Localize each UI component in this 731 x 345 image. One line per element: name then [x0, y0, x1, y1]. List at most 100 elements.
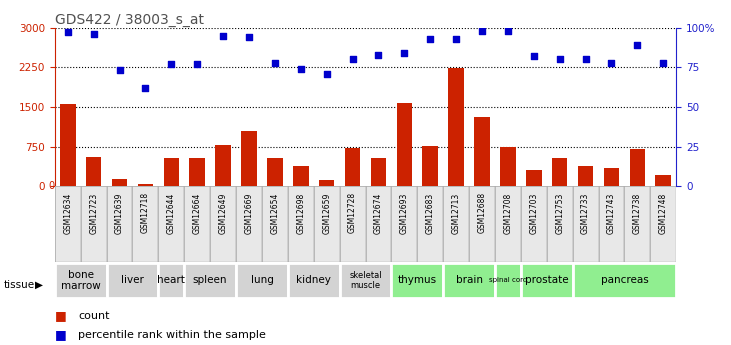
Bar — [314, 186, 340, 262]
Text: 0: 0 — [49, 181, 55, 191]
Bar — [443, 263, 495, 298]
Bar — [132, 186, 159, 262]
Bar — [417, 186, 443, 262]
Text: GSM12733: GSM12733 — [581, 193, 590, 234]
Point — [192, 61, 203, 67]
Text: GSM12683: GSM12683 — [425, 193, 435, 234]
Bar — [319, 180, 334, 186]
Bar — [86, 157, 102, 186]
Text: spleen: spleen — [193, 275, 227, 285]
Bar — [107, 263, 159, 298]
Bar — [391, 186, 417, 262]
Point — [88, 31, 99, 37]
Bar — [495, 263, 520, 298]
Point — [632, 42, 643, 48]
Text: thymus: thymus — [398, 275, 437, 285]
Text: GSM12753: GSM12753 — [555, 193, 564, 234]
Text: GSM12634: GSM12634 — [64, 193, 72, 234]
Point — [165, 61, 177, 67]
Point — [425, 36, 436, 41]
Point — [62, 30, 74, 35]
Bar — [552, 158, 567, 186]
Point — [114, 68, 126, 73]
Text: GSM12674: GSM12674 — [374, 193, 383, 234]
Text: lung: lung — [251, 275, 273, 285]
Bar — [547, 186, 572, 262]
Text: GSM12698: GSM12698 — [296, 193, 306, 234]
Bar — [345, 148, 360, 186]
Point — [580, 57, 591, 62]
Text: GSM12644: GSM12644 — [167, 193, 176, 234]
Bar — [448, 68, 464, 186]
Bar — [624, 186, 651, 262]
Text: GSM12659: GSM12659 — [322, 193, 331, 234]
Bar — [396, 103, 412, 186]
Text: GSM12708: GSM12708 — [504, 193, 512, 234]
Bar — [159, 263, 184, 298]
Bar — [500, 147, 515, 186]
Bar — [55, 186, 80, 262]
Bar — [55, 263, 107, 298]
Text: count: count — [78, 311, 110, 321]
Bar — [526, 170, 542, 186]
Text: GSM12738: GSM12738 — [633, 193, 642, 234]
Bar — [469, 186, 495, 262]
Bar — [629, 149, 645, 186]
Point — [657, 60, 669, 65]
Bar — [495, 186, 520, 262]
Text: GSM12639: GSM12639 — [115, 193, 124, 234]
Bar — [107, 186, 132, 262]
Text: prostate: prostate — [525, 275, 569, 285]
Bar — [651, 186, 676, 262]
Bar — [211, 186, 236, 262]
Bar — [80, 186, 107, 262]
Bar — [184, 263, 236, 298]
Text: GSM12723: GSM12723 — [89, 193, 98, 234]
Point — [554, 57, 566, 62]
Text: bone
marrow: bone marrow — [61, 269, 101, 291]
Bar — [340, 263, 391, 298]
Bar — [572, 186, 599, 262]
Point — [450, 36, 462, 41]
Bar — [599, 186, 624, 262]
Bar — [423, 146, 438, 186]
Bar — [366, 186, 391, 262]
Text: GSM12728: GSM12728 — [348, 193, 357, 234]
Point — [476, 28, 488, 33]
Bar — [236, 263, 288, 298]
Bar — [241, 131, 257, 186]
Text: GSM12688: GSM12688 — [477, 193, 487, 234]
Text: percentile rank within the sample: percentile rank within the sample — [78, 330, 266, 339]
Text: GSM12664: GSM12664 — [193, 193, 202, 234]
Bar — [604, 168, 619, 186]
Bar — [656, 175, 671, 186]
Text: GDS422 / 38003_s_at: GDS422 / 38003_s_at — [55, 12, 204, 27]
Point — [528, 53, 539, 59]
Point — [398, 50, 410, 56]
Text: GSM12654: GSM12654 — [270, 193, 279, 234]
Bar — [236, 186, 262, 262]
Bar — [521, 263, 572, 298]
Bar — [60, 104, 75, 186]
Text: GSM12713: GSM12713 — [452, 193, 461, 234]
Text: ▶: ▶ — [35, 280, 43, 289]
Text: GSM12748: GSM12748 — [659, 193, 667, 234]
Point — [140, 85, 151, 91]
Bar — [288, 186, 314, 262]
Bar — [267, 158, 283, 186]
Text: ■: ■ — [55, 309, 67, 322]
Text: GSM12718: GSM12718 — [141, 193, 150, 234]
Text: spinal cord: spinal cord — [489, 277, 527, 283]
Bar — [112, 179, 127, 186]
Point — [321, 71, 333, 76]
Bar — [159, 186, 184, 262]
Text: GSM12693: GSM12693 — [400, 193, 409, 234]
Bar — [293, 166, 308, 186]
Text: ■: ■ — [55, 328, 67, 341]
Bar — [371, 158, 386, 186]
Text: GSM12669: GSM12669 — [244, 193, 254, 234]
Bar — [577, 166, 594, 186]
Bar — [164, 158, 179, 186]
Point — [295, 66, 306, 72]
Text: kidney: kidney — [296, 275, 331, 285]
